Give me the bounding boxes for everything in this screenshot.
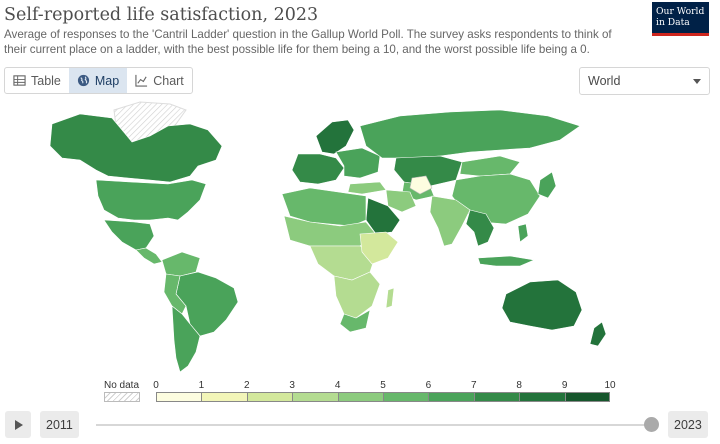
- legend-color-bin[interactable]: [564, 392, 610, 402]
- legend-color-bin[interactable]: [337, 392, 383, 402]
- southeast-asia[interactable]: [465, 209, 495, 247]
- tab-map-label: Map: [94, 73, 120, 88]
- australia[interactable]: [501, 279, 583, 331]
- india[interactable]: [429, 195, 471, 247]
- argentina-chile[interactable]: [171, 305, 201, 373]
- tab-chart-label: Chart: [153, 73, 184, 88]
- globe-icon: [77, 74, 89, 87]
- chevron-down-icon: [693, 78, 701, 84]
- legend-tick-label: 1: [198, 380, 205, 391]
- legend-color-bin[interactable]: [156, 392, 202, 402]
- philippines[interactable]: [517, 223, 529, 243]
- eastern-europe[interactable]: [335, 147, 381, 179]
- japan-korea[interactable]: [537, 171, 557, 199]
- tab-map[interactable]: Map: [68, 68, 128, 93]
- timeline-track[interactable]: [96, 424, 652, 426]
- play-icon: [15, 419, 23, 430]
- world-map[interactable]: [0, 96, 720, 376]
- mexico[interactable]: [103, 219, 155, 251]
- tab-table-label: Table: [31, 73, 61, 88]
- legend-tick-label: 10: [604, 380, 616, 391]
- central-america[interactable]: [135, 247, 163, 265]
- timeline: 2011 2023: [0, 408, 720, 440]
- legend-color-bin[interactable]: [246, 392, 293, 402]
- logo-line-2: in Data: [656, 17, 690, 28]
- legend-tick-label: 6: [425, 380, 432, 391]
- tab-chart[interactable]: Chart: [127, 68, 192, 93]
- legend-color-bin[interactable]: [292, 392, 338, 402]
- timeline-start-year[interactable]: 2011: [40, 411, 79, 438]
- table-icon: [13, 75, 26, 86]
- turkey[interactable]: [347, 181, 387, 195]
- line-chart-icon: [135, 74, 148, 87]
- logo-line-1: Our World: [656, 6, 705, 17]
- usa[interactable]: [95, 179, 207, 221]
- no-data-swatch: [104, 392, 140, 402]
- page-title: Self-reported life satisfaction, 2023: [4, 5, 319, 25]
- peru-bolivia[interactable]: [163, 273, 187, 315]
- legend-tick-label: 3: [289, 380, 295, 391]
- legend-color-bin[interactable]: [473, 392, 520, 402]
- legend-color-bin[interactable]: [201, 392, 247, 402]
- legend-tick-label: 2: [244, 380, 250, 391]
- legend-tick-label: 7: [471, 380, 477, 391]
- indonesia[interactable]: [477, 255, 536, 267]
- timeline-handle[interactable]: [644, 417, 659, 432]
- no-data-label: No data: [104, 380, 140, 391]
- legend-tick-label: 9: [561, 380, 568, 391]
- scandinavia[interactable]: [315, 119, 355, 155]
- region-select-value: World: [588, 74, 621, 88]
- russia[interactable]: [359, 109, 581, 159]
- madagascar[interactable]: [385, 287, 395, 309]
- east-africa[interactable]: [359, 231, 399, 265]
- view-tabs: Table Map Chart: [4, 67, 193, 94]
- legend-tick-label: 5: [380, 380, 386, 391]
- legend-tick-label: 4: [334, 380, 341, 391]
- owid-logo[interactable]: Our World in Data: [652, 2, 709, 36]
- new-zealand[interactable]: [589, 321, 607, 347]
- mongolia[interactable]: [459, 155, 521, 177]
- legend-color-bin[interactable]: [519, 392, 565, 402]
- kazakhstan[interactable]: [393, 155, 463, 187]
- legend-tick-label: 8: [516, 380, 522, 391]
- legend-tick-label: 0: [153, 380, 159, 391]
- southern-africa[interactable]: [333, 271, 381, 319]
- canada[interactable]: [49, 113, 223, 183]
- region-select[interactable]: World: [579, 67, 710, 95]
- colombia-venezuela[interactable]: [161, 251, 201, 277]
- south-africa[interactable]: [339, 309, 371, 333]
- play-button[interactable]: [5, 411, 31, 438]
- page-subtitle: Average of responses to the 'Cantril Lad…: [4, 28, 612, 56]
- legend-color-bin[interactable]: [383, 392, 429, 402]
- legend-color-bin[interactable]: [428, 392, 474, 402]
- tab-table[interactable]: Table: [5, 68, 69, 93]
- western-europe[interactable]: [291, 153, 345, 185]
- iran[interactable]: [385, 189, 417, 213]
- map-legend: No data 0 1 2 3 4 5 6 7 8 9 10: [0, 376, 720, 406]
- afghanistan[interactable]: [409, 175, 433, 195]
- timeline-end-year[interactable]: 2023: [668, 411, 708, 438]
